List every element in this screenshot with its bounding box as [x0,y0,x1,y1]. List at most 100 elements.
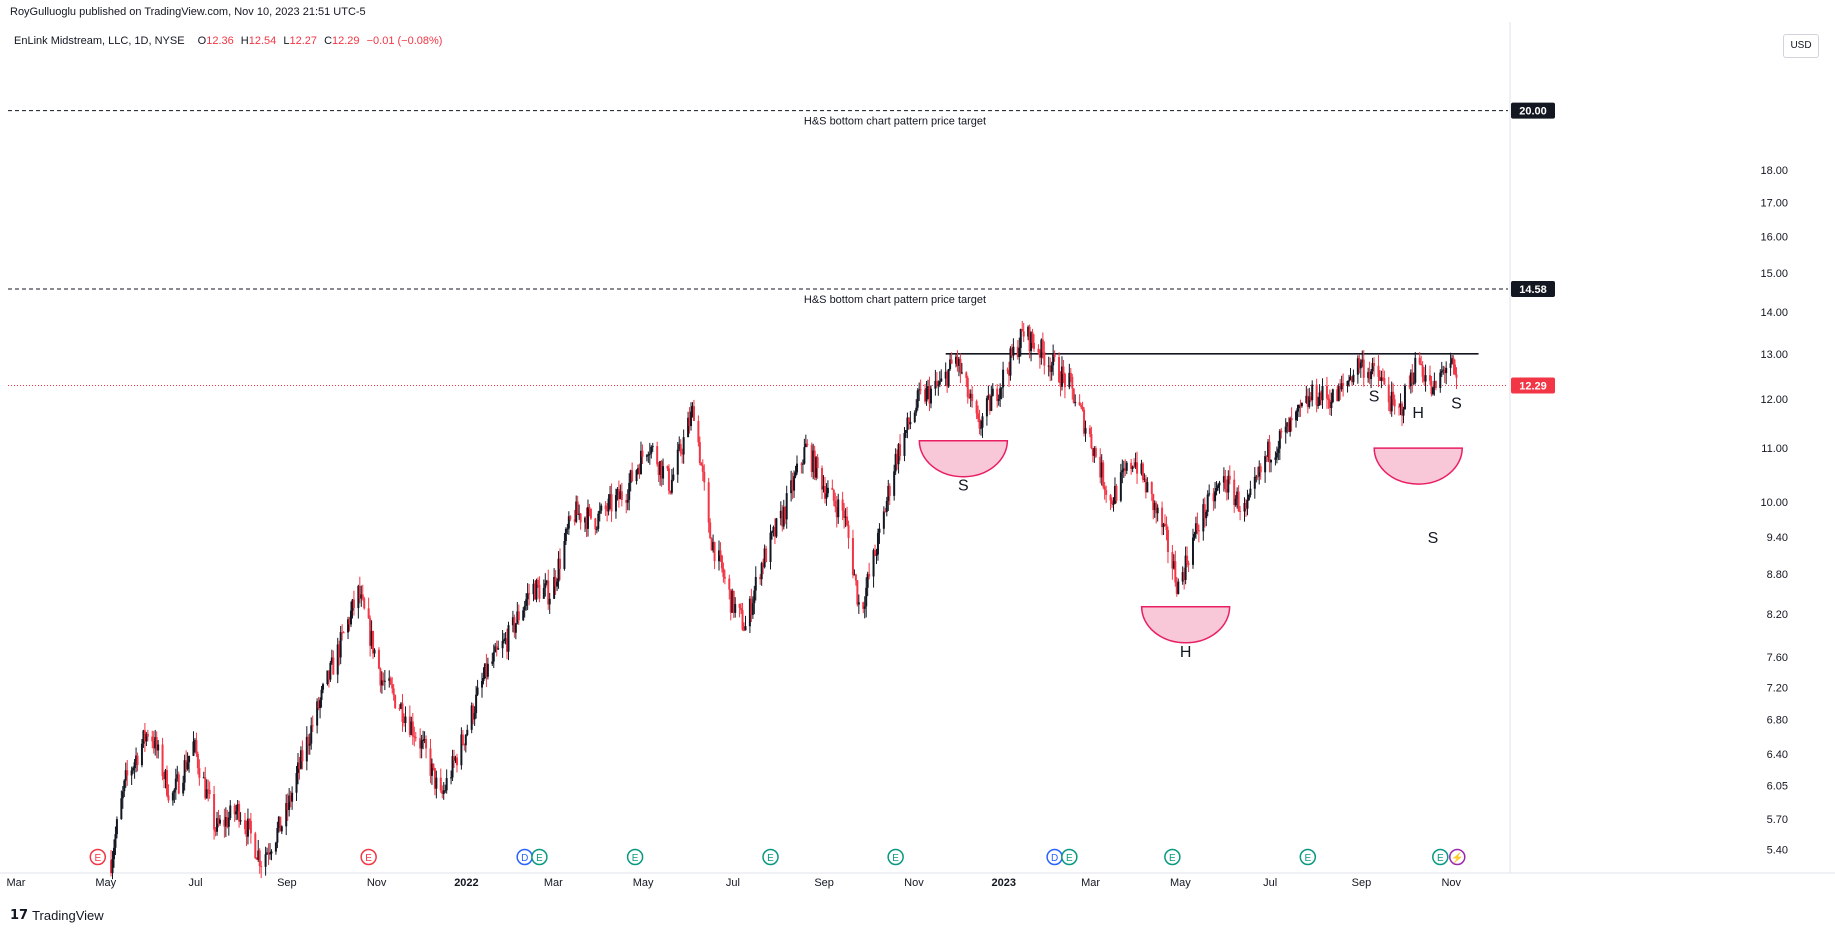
candle-body [1010,348,1013,356]
candle-body [536,579,539,585]
candle-body [198,767,201,778]
candle-body [878,528,881,533]
candle-body [826,487,829,494]
candle-body [937,384,940,386]
pattern-label: S [958,478,969,495]
currency-button[interactable]: USD [1783,34,1819,58]
candle-body [1387,384,1390,403]
candle-body [392,688,395,696]
candle-body [1047,365,1050,367]
candle-body [330,657,333,663]
candle-body [959,359,962,373]
candle-body [1445,367,1448,374]
candle-body [597,513,600,529]
candle-body [146,733,149,737]
candle-body [846,516,849,526]
candle-body [332,657,335,675]
candle-body [915,407,918,413]
candle-body [934,380,937,389]
pattern-label: S [1451,395,1462,412]
candle-body [1228,475,1231,480]
target-line-label: H&S bottom chart pattern price target [804,116,986,128]
candle-body [348,619,351,625]
candle-body [1166,530,1169,553]
candle-body [564,529,567,542]
candle-body [111,859,114,874]
x-tick-label: Jul [726,877,740,889]
candle-body [662,466,665,479]
candle-body [152,741,155,749]
candle-body [713,542,716,562]
candle-body [495,646,498,650]
candle-body [123,780,126,792]
candle-body [865,587,868,607]
candle-body [1058,357,1061,383]
candle-body [885,500,888,512]
candle-body [470,705,473,730]
candle-body [394,695,397,709]
candle-body [151,736,154,742]
candle-body [637,468,640,471]
x-tick-label: Jul [189,877,203,889]
candle-body [176,774,179,779]
candle-body [143,730,146,742]
candle-body [1380,377,1383,381]
candle-body [310,725,313,744]
candle-body [619,491,622,500]
candle-body [548,598,551,605]
candle-body [1390,391,1393,412]
candle-body [1455,374,1458,378]
candle-body [1284,426,1287,433]
tradingview-footer[interactable]: 𝟭𝟳 TradingView [10,908,104,923]
candle-body [1371,363,1374,372]
candle-body [414,737,417,739]
candle-body [476,687,479,695]
candle-body [770,531,773,533]
candle-body [1217,485,1220,488]
candle-body [453,756,456,761]
last-price-badge-text: 12.29 [1519,380,1547,392]
candle-body [154,737,157,749]
candle-body [473,713,476,720]
candle-body [433,767,436,789]
candle-body [361,594,364,599]
candle-body [857,602,860,605]
candle-body [229,805,232,819]
candle-body [692,406,695,421]
candle-body [401,703,404,722]
candle-body [575,501,578,522]
x-tick-label: Sep [1352,877,1372,889]
tradingview-logo-icon: 𝟭𝟳 [10,908,29,923]
candle-body [743,629,746,631]
candle-body [929,388,932,404]
candle-body [1234,498,1237,506]
y-tick-label: 8.80 [1767,569,1788,581]
candle-body [1268,441,1271,463]
candle-body [1136,462,1139,474]
candle-body [286,803,289,810]
candle-body [235,811,238,815]
candle-body [454,757,457,761]
candle-body [977,413,980,419]
candle-body [1152,493,1155,511]
candle-body [1080,405,1083,407]
candle-body [896,453,899,465]
candle-body [124,770,127,781]
candle-body [316,701,319,726]
candle-body [1043,351,1046,366]
candle-body [216,818,219,832]
x-tick-label: May [633,877,654,889]
candle-body [1299,404,1302,407]
candle-body [408,716,411,735]
candle-body [389,678,392,685]
candle-body [844,516,847,518]
candle-body [269,853,272,855]
candle-body [781,510,784,527]
candle-body [1124,468,1127,471]
candle-body [311,725,314,727]
candle-body [769,532,772,562]
candle-body [1060,366,1063,387]
candle-body [207,789,210,791]
candle-body [1233,479,1236,506]
